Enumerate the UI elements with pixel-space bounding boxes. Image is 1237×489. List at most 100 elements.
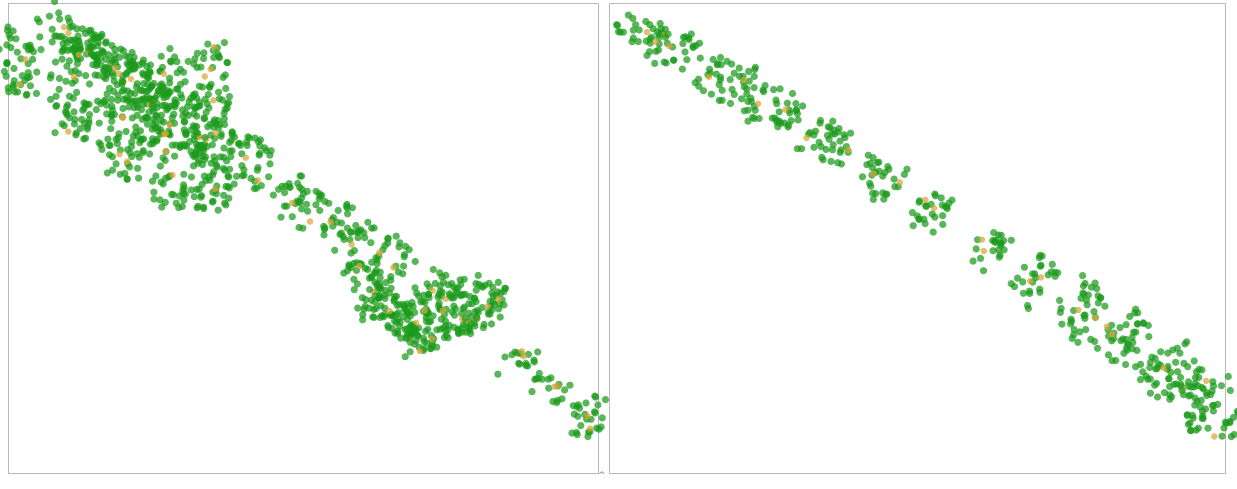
data-point: [745, 77, 753, 85]
bulge-point: [472, 280, 480, 288]
data-point-core: [845, 146, 852, 154]
branch-point: [83, 101, 91, 109]
data-point: [102, 39, 110, 47]
data-point: [1079, 289, 1087, 297]
data-point-core: [390, 264, 397, 271]
branch-point: [103, 101, 111, 109]
data-point: [1196, 403, 1204, 411]
data-point: [265, 173, 273, 181]
branch-point: [71, 115, 79, 123]
bulge-point: [371, 292, 379, 300]
bulge-point: [384, 322, 392, 330]
data-point-core: [348, 241, 355, 248]
data-point: [1036, 262, 1044, 270]
data-point-core: [1092, 314, 1099, 321]
branch-point: [157, 111, 165, 119]
branch-point: [51, 58, 60, 66]
data-point: [1081, 314, 1089, 322]
branch-point: [184, 57, 192, 65]
branch-point-core: [201, 73, 208, 80]
bulge-point: [495, 305, 503, 313]
data-point: [1191, 379, 1199, 388]
bulge-point: [340, 269, 348, 277]
data-point: [826, 124, 834, 132]
data-point: [837, 160, 845, 168]
branch-point: [206, 176, 214, 184]
branch-point: [133, 111, 141, 119]
data-point: [444, 281, 452, 289]
data-point: [976, 254, 985, 262]
branch-point: [219, 73, 227, 81]
branch-point: [36, 33, 44, 41]
data-point: [405, 246, 413, 254]
data-point: [994, 231, 1002, 239]
branch-point: [113, 140, 121, 148]
data-point: [528, 388, 536, 396]
data-point-core: [1160, 365, 1167, 372]
data-point: [1183, 411, 1191, 419]
data-point: [1007, 280, 1015, 288]
data-point: [681, 48, 689, 56]
bulge-point: [396, 318, 404, 326]
data-point-core: [327, 218, 334, 226]
data-point: [530, 356, 538, 364]
data-point: [1173, 344, 1181, 352]
data-point: [1056, 296, 1064, 304]
data-point: [200, 115, 209, 123]
bulge-point: [478, 304, 486, 312]
data-point: [1128, 345, 1136, 353]
branch-point: [143, 120, 151, 128]
data-point-core: [254, 177, 262, 184]
data-point-core: [306, 218, 314, 225]
data-point: [281, 189, 289, 197]
data-point: [858, 173, 867, 181]
branch-point: [180, 170, 188, 178]
bulge-point: [403, 325, 411, 333]
bulge-point: [455, 330, 463, 338]
data-point: [400, 251, 409, 259]
data-point: [745, 67, 753, 75]
branch-point: [82, 72, 90, 80]
branch-point: [230, 180, 238, 188]
branch-point: [181, 78, 189, 86]
bulge-point: [420, 291, 428, 299]
branch-point: [220, 191, 228, 199]
branch-point: [225, 173, 233, 181]
data-point: [597, 423, 605, 431]
data-point-core: [65, 29, 72, 37]
data-point: [1230, 431, 1237, 439]
branch-point: [141, 114, 149, 122]
data-point: [350, 247, 358, 255]
branch-point: [223, 59, 232, 67]
branch-point: [199, 203, 208, 211]
branch-point: [130, 104, 138, 112]
data-point: [508, 351, 516, 359]
data-point: [1222, 418, 1230, 426]
data-point: [818, 153, 826, 161]
branch-point: [159, 118, 168, 126]
data-point: [726, 99, 735, 108]
data-point: [1177, 373, 1185, 382]
bulge-point: [440, 333, 449, 341]
data-point: [253, 166, 261, 174]
branch-point: [159, 154, 167, 162]
data-point: [679, 40, 687, 48]
branch-point: [24, 69, 32, 77]
data-point: [347, 228, 355, 236]
branch-point: [114, 96, 122, 104]
data-point: [58, 32, 66, 40]
bulge-point-core: [386, 307, 393, 314]
data-point: [1128, 333, 1136, 342]
data-point: [240, 166, 248, 174]
branch-point: [73, 60, 81, 68]
branch-point: [196, 98, 204, 106]
data-point: [266, 160, 274, 168]
branch-point: [106, 141, 114, 149]
data-point: [544, 375, 552, 383]
data-point: [51, 0, 59, 6]
bulge-point: [461, 314, 469, 322]
branch-point: [204, 90, 212, 99]
branch-point: [26, 82, 34, 90]
data-point: [836, 137, 844, 145]
data-point: [331, 246, 339, 254]
